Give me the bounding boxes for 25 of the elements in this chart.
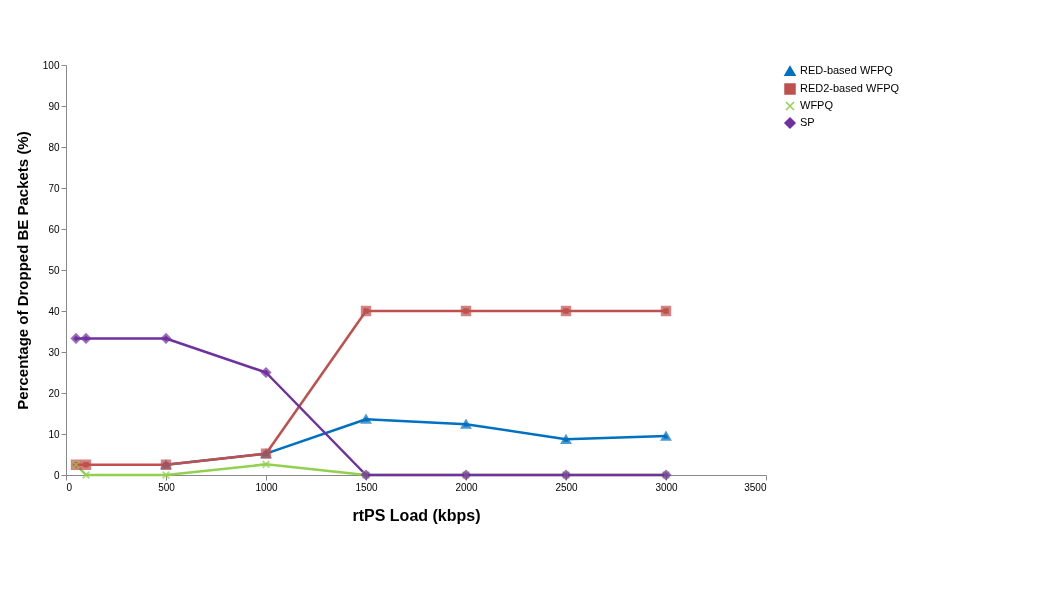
- y-tick-label: 30: [48, 346, 60, 358]
- y-axis-title: Percentage of Dropped BE Packets (%): [13, 131, 31, 410]
- x-tick-label: 1000: [255, 481, 279, 493]
- x-tick-label: 2500: [555, 481, 579, 493]
- y-tick-label: 60: [48, 223, 60, 235]
- legend-label: SP: [800, 116, 815, 128]
- x-tick-label: 2000: [455, 481, 479, 493]
- y-tick-label: 80: [48, 141, 60, 153]
- y-tick-label: 10: [48, 428, 60, 440]
- legend-label: RED-based WFPQ: [800, 64, 894, 76]
- x-tick-label: 0: [66, 481, 73, 493]
- y-tick-label: 70: [48, 182, 60, 194]
- x-tick-label: 3000: [655, 481, 679, 493]
- y-tick-label: 50: [48, 264, 60, 276]
- x-axis-title: rtPS Load (kbps): [352, 506, 481, 524]
- x-tick-label: 3500: [744, 481, 767, 493]
- y-tick-label: 0: [53, 469, 60, 481]
- y-tick-label: 40: [48, 305, 60, 317]
- legend-label: RED2-based WFPQ: [800, 82, 900, 94]
- x-tick-label: 500: [158, 481, 176, 493]
- y-tick-label: 90: [48, 100, 60, 112]
- legend-label: WFPQ: [800, 99, 834, 111]
- y-tick-label: 100: [42, 59, 60, 71]
- y-tick-label: 20: [48, 387, 60, 399]
- x-tick-label: 1500: [355, 481, 379, 493]
